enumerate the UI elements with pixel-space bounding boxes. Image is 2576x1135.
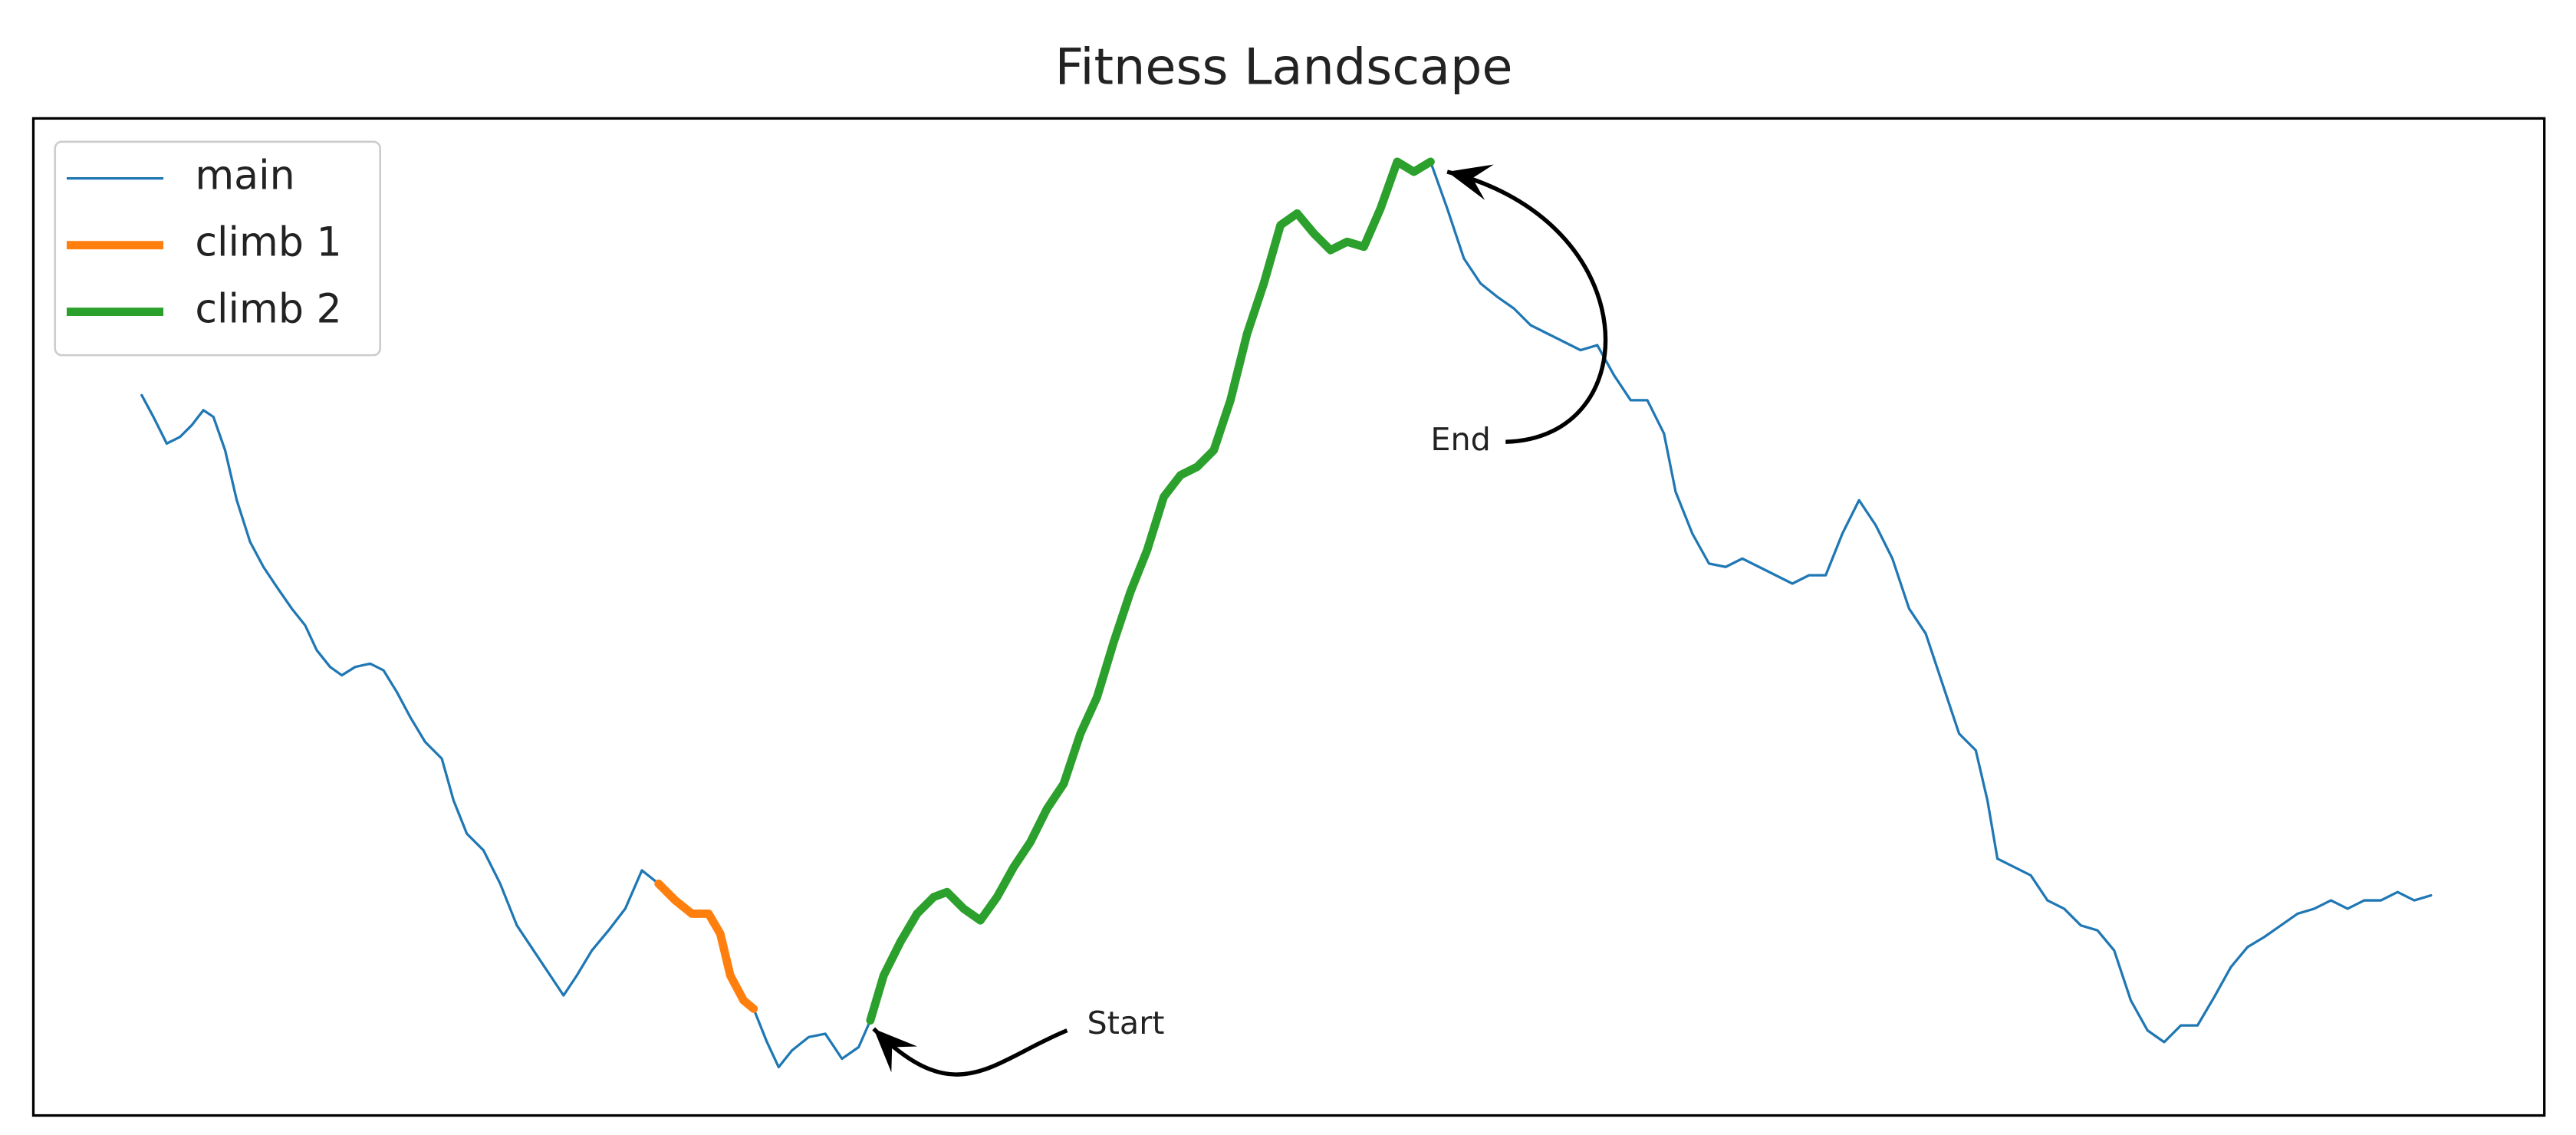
- series-line: [140, 160, 2433, 1069]
- plot-frame: [31, 117, 2546, 1117]
- series-line: [866, 157, 1435, 1025]
- legend-label: climb 1: [195, 220, 341, 266]
- legend-box: [54, 140, 382, 357]
- chart-title: Fitness Landscape: [1055, 38, 1513, 96]
- annotation: End: [1430, 421, 1490, 458]
- annotation: Start: [1087, 1005, 1165, 1041]
- annotation-arrow: [872, 1027, 1068, 1077]
- legend-label: main: [195, 153, 294, 199]
- annotation-arrow-head: [873, 1028, 918, 1073]
- legend-label: climb 2: [195, 287, 341, 333]
- annotation-arrow-head: [1447, 164, 1494, 200]
- series-line: [654, 879, 758, 1013]
- annotation-arrow: [1446, 169, 1608, 444]
